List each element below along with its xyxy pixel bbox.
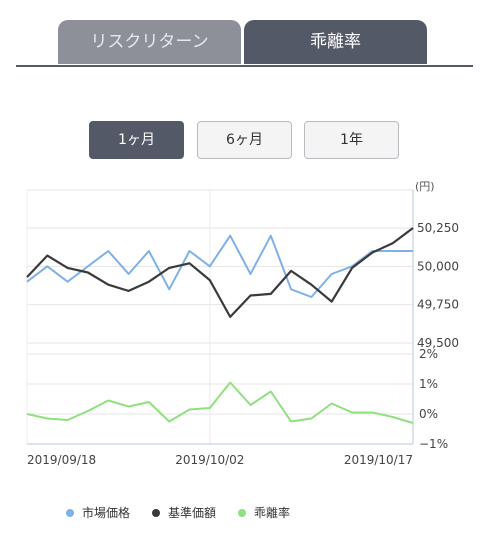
tab-underline	[16, 65, 473, 67]
price-tick-label: 50,000	[417, 259, 459, 273]
chart-legend: 市場価格 基準価額 乖離率	[0, 503, 488, 523]
price-tick-label: 49,500	[417, 336, 459, 350]
price-tick-label: 50,250	[417, 221, 459, 235]
period-1-year-button[interactable]: 1年	[304, 121, 399, 159]
x-tick-label: 2019/10/02	[175, 453, 244, 467]
pct-tick-label: 1%	[419, 377, 438, 391]
series-line-deviation	[26, 381, 414, 424]
tab-risk-return[interactable]: リスクリターン	[58, 20, 241, 64]
series-line-nav	[26, 227, 414, 318]
pct-tick-label: 0%	[419, 407, 438, 421]
pct-tick-label: 2%	[419, 347, 438, 361]
legend-label-market-price: 市場価格	[82, 506, 131, 520]
legend-dot-deviation	[238, 508, 246, 517]
legend-item-nav: 基準価額	[152, 503, 216, 523]
x-tick-label: 2019/10/17	[344, 453, 413, 467]
legend-label-nav: 基準価額	[168, 506, 217, 520]
tab-bar: リスクリターン 乖離率	[16, 20, 473, 68]
legend-item-deviation: 乖離率	[238, 503, 290, 523]
period-6-month-button[interactable]: 6ヶ月	[197, 121, 292, 159]
pct-tick-label: −1%	[419, 437, 448, 451]
series-line-market-price	[26, 234, 413, 298]
period-selector: 1ヶ月 6ヶ月 1年	[0, 121, 488, 161]
legend-item-market-price: 市場価格	[66, 503, 130, 523]
legend-dot-nav	[152, 508, 160, 517]
legend-dot-market-price	[66, 508, 74, 517]
x-tick-label: 2019/09/18	[27, 453, 96, 467]
price-unit-label: (円)	[415, 180, 435, 193]
tab-deviation[interactable]: 乖離率	[244, 20, 427, 64]
period-1-month-button[interactable]: 1ヶ月	[89, 121, 184, 159]
legend-label-deviation: 乖離率	[254, 506, 291, 520]
price-tick-label: 49,750	[417, 298, 459, 312]
